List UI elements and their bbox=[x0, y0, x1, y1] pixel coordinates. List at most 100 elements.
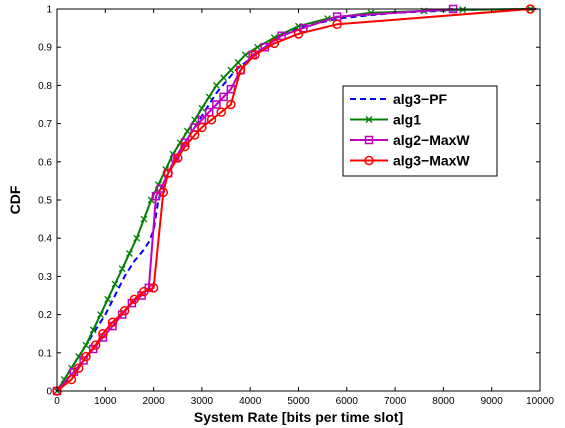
data-point bbox=[90, 340, 101, 350]
y-tick-label: 0.8 bbox=[38, 81, 52, 92]
x-marker-stroke bbox=[97, 311, 104, 319]
data-point bbox=[129, 294, 140, 305]
x-marker-stroke bbox=[365, 116, 373, 123]
y-tick-label: 0.5 bbox=[38, 196, 52, 207]
ticks-layer: 0 1000 2000 3000 4000 5000 6000 7000 8000 9000 100… bbox=[38, 5, 554, 408]
series-layer bbox=[52, 4, 541, 396]
series-line bbox=[56, 8, 454, 392]
data-point bbox=[118, 265, 126, 273]
data-point bbox=[104, 295, 112, 303]
legend-label: alg2−MaxW bbox=[393, 132, 470, 148]
data-point bbox=[148, 283, 159, 293]
data-point bbox=[81, 351, 91, 362]
data-point bbox=[119, 306, 130, 316]
data-point bbox=[125, 250, 133, 257]
legend-marker bbox=[364, 135, 374, 145]
data-point bbox=[107, 317, 118, 327]
x-tick-label: 6000 bbox=[336, 396, 359, 407]
x-marker-stroke bbox=[82, 341, 90, 349]
data-point bbox=[111, 280, 119, 288]
y-tick-label: 1 bbox=[46, 5, 52, 16]
x-marker-stroke bbox=[459, 6, 467, 14]
legend-entry-2: alg2−MaxW bbox=[350, 132, 470, 148]
data-point bbox=[216, 107, 226, 117]
x-marker-stroke bbox=[183, 127, 191, 135]
x-marker-stroke bbox=[125, 250, 133, 257]
data-point bbox=[133, 234, 141, 242]
x-marker-stroke bbox=[253, 43, 261, 51]
data-point bbox=[332, 19, 342, 30]
x-marker-stroke bbox=[220, 74, 228, 82]
legend: alg3−PF alg1 alg2−MaxW alg3−MaxW bbox=[342, 85, 498, 177]
data-point bbox=[89, 326, 97, 334]
data-point bbox=[206, 115, 217, 125]
data-point bbox=[253, 43, 261, 51]
data-point bbox=[183, 127, 191, 135]
data-point bbox=[241, 51, 249, 59]
data-point bbox=[197, 122, 207, 133]
data-point bbox=[180, 141, 190, 152]
data-point bbox=[277, 31, 286, 40]
legend-label: alg1 bbox=[393, 112, 421, 128]
x-marker-stroke bbox=[205, 93, 213, 101]
data-point bbox=[98, 328, 108, 339]
plot-area bbox=[57, 9, 540, 391]
y-tick-label: 0 bbox=[46, 387, 52, 398]
series-line bbox=[56, 8, 541, 392]
x-marker-stroke bbox=[227, 66, 235, 74]
legend-marker bbox=[365, 116, 373, 123]
data-point bbox=[250, 50, 260, 60]
x-tick-label: 3000 bbox=[191, 396, 214, 407]
y-tick-label: 0.2 bbox=[38, 310, 52, 321]
x-tick-label: 8000 bbox=[432, 396, 455, 407]
data-point bbox=[66, 374, 77, 385]
x-marker-stroke bbox=[104, 295, 112, 303]
x-tick-label: 1000 bbox=[94, 396, 117, 407]
x-marker-stroke bbox=[198, 104, 206, 112]
x-marker-stroke bbox=[191, 116, 199, 124]
x-marker-stroke bbox=[75, 353, 83, 361]
legend-entry-3: alg3−MaxW bbox=[350, 153, 470, 169]
data-point bbox=[191, 116, 199, 124]
x-tick-label: 10000 bbox=[526, 396, 554, 407]
legend-label: alg3−PF bbox=[393, 91, 448, 107]
x-tick-label: 5000 bbox=[287, 396, 310, 407]
y-axis-title: CDF bbox=[7, 185, 23, 214]
legend-label: alg3−MaxW bbox=[393, 153, 470, 169]
y-tick-label: 0.6 bbox=[38, 157, 52, 168]
x-tick-label: 4000 bbox=[239, 396, 262, 407]
data-point bbox=[97, 311, 104, 319]
legend-entry-0: alg3−PF bbox=[350, 91, 448, 107]
data-point bbox=[163, 168, 173, 179]
x-marker-stroke bbox=[241, 51, 249, 59]
y-tick-label: 0.3 bbox=[38, 272, 52, 283]
x-axis-title: System Rate [bits per time slot] bbox=[194, 409, 403, 425]
x-marker-stroke bbox=[118, 265, 126, 273]
data-point bbox=[227, 66, 235, 74]
series-3 bbox=[52, 4, 536, 396]
data-point bbox=[293, 29, 304, 39]
data-point bbox=[204, 107, 214, 117]
x-marker-stroke bbox=[133, 234, 141, 242]
data-point bbox=[212, 100, 221, 109]
data-point bbox=[189, 130, 200, 140]
x-tick-label: 2000 bbox=[142, 396, 165, 407]
data-point bbox=[234, 59, 242, 66]
data-point bbox=[219, 92, 228, 102]
data-point bbox=[139, 286, 149, 297]
data-point bbox=[269, 38, 280, 49]
data-point bbox=[140, 215, 148, 223]
data-point bbox=[158, 187, 169, 198]
x-tick-label: 9000 bbox=[481, 396, 504, 407]
data-point bbox=[459, 6, 467, 14]
data-point bbox=[82, 341, 90, 349]
series-0 bbox=[56, 8, 541, 392]
x-marker-stroke bbox=[234, 59, 242, 66]
y-tick-label: 0.4 bbox=[38, 234, 52, 245]
data-point bbox=[198, 104, 206, 112]
x-tick-label: 7000 bbox=[384, 396, 407, 407]
x-marker-stroke bbox=[89, 326, 97, 334]
y-tick-label: 0.7 bbox=[38, 119, 52, 130]
x-marker-stroke bbox=[60, 376, 68, 383]
data-point bbox=[73, 363, 84, 373]
